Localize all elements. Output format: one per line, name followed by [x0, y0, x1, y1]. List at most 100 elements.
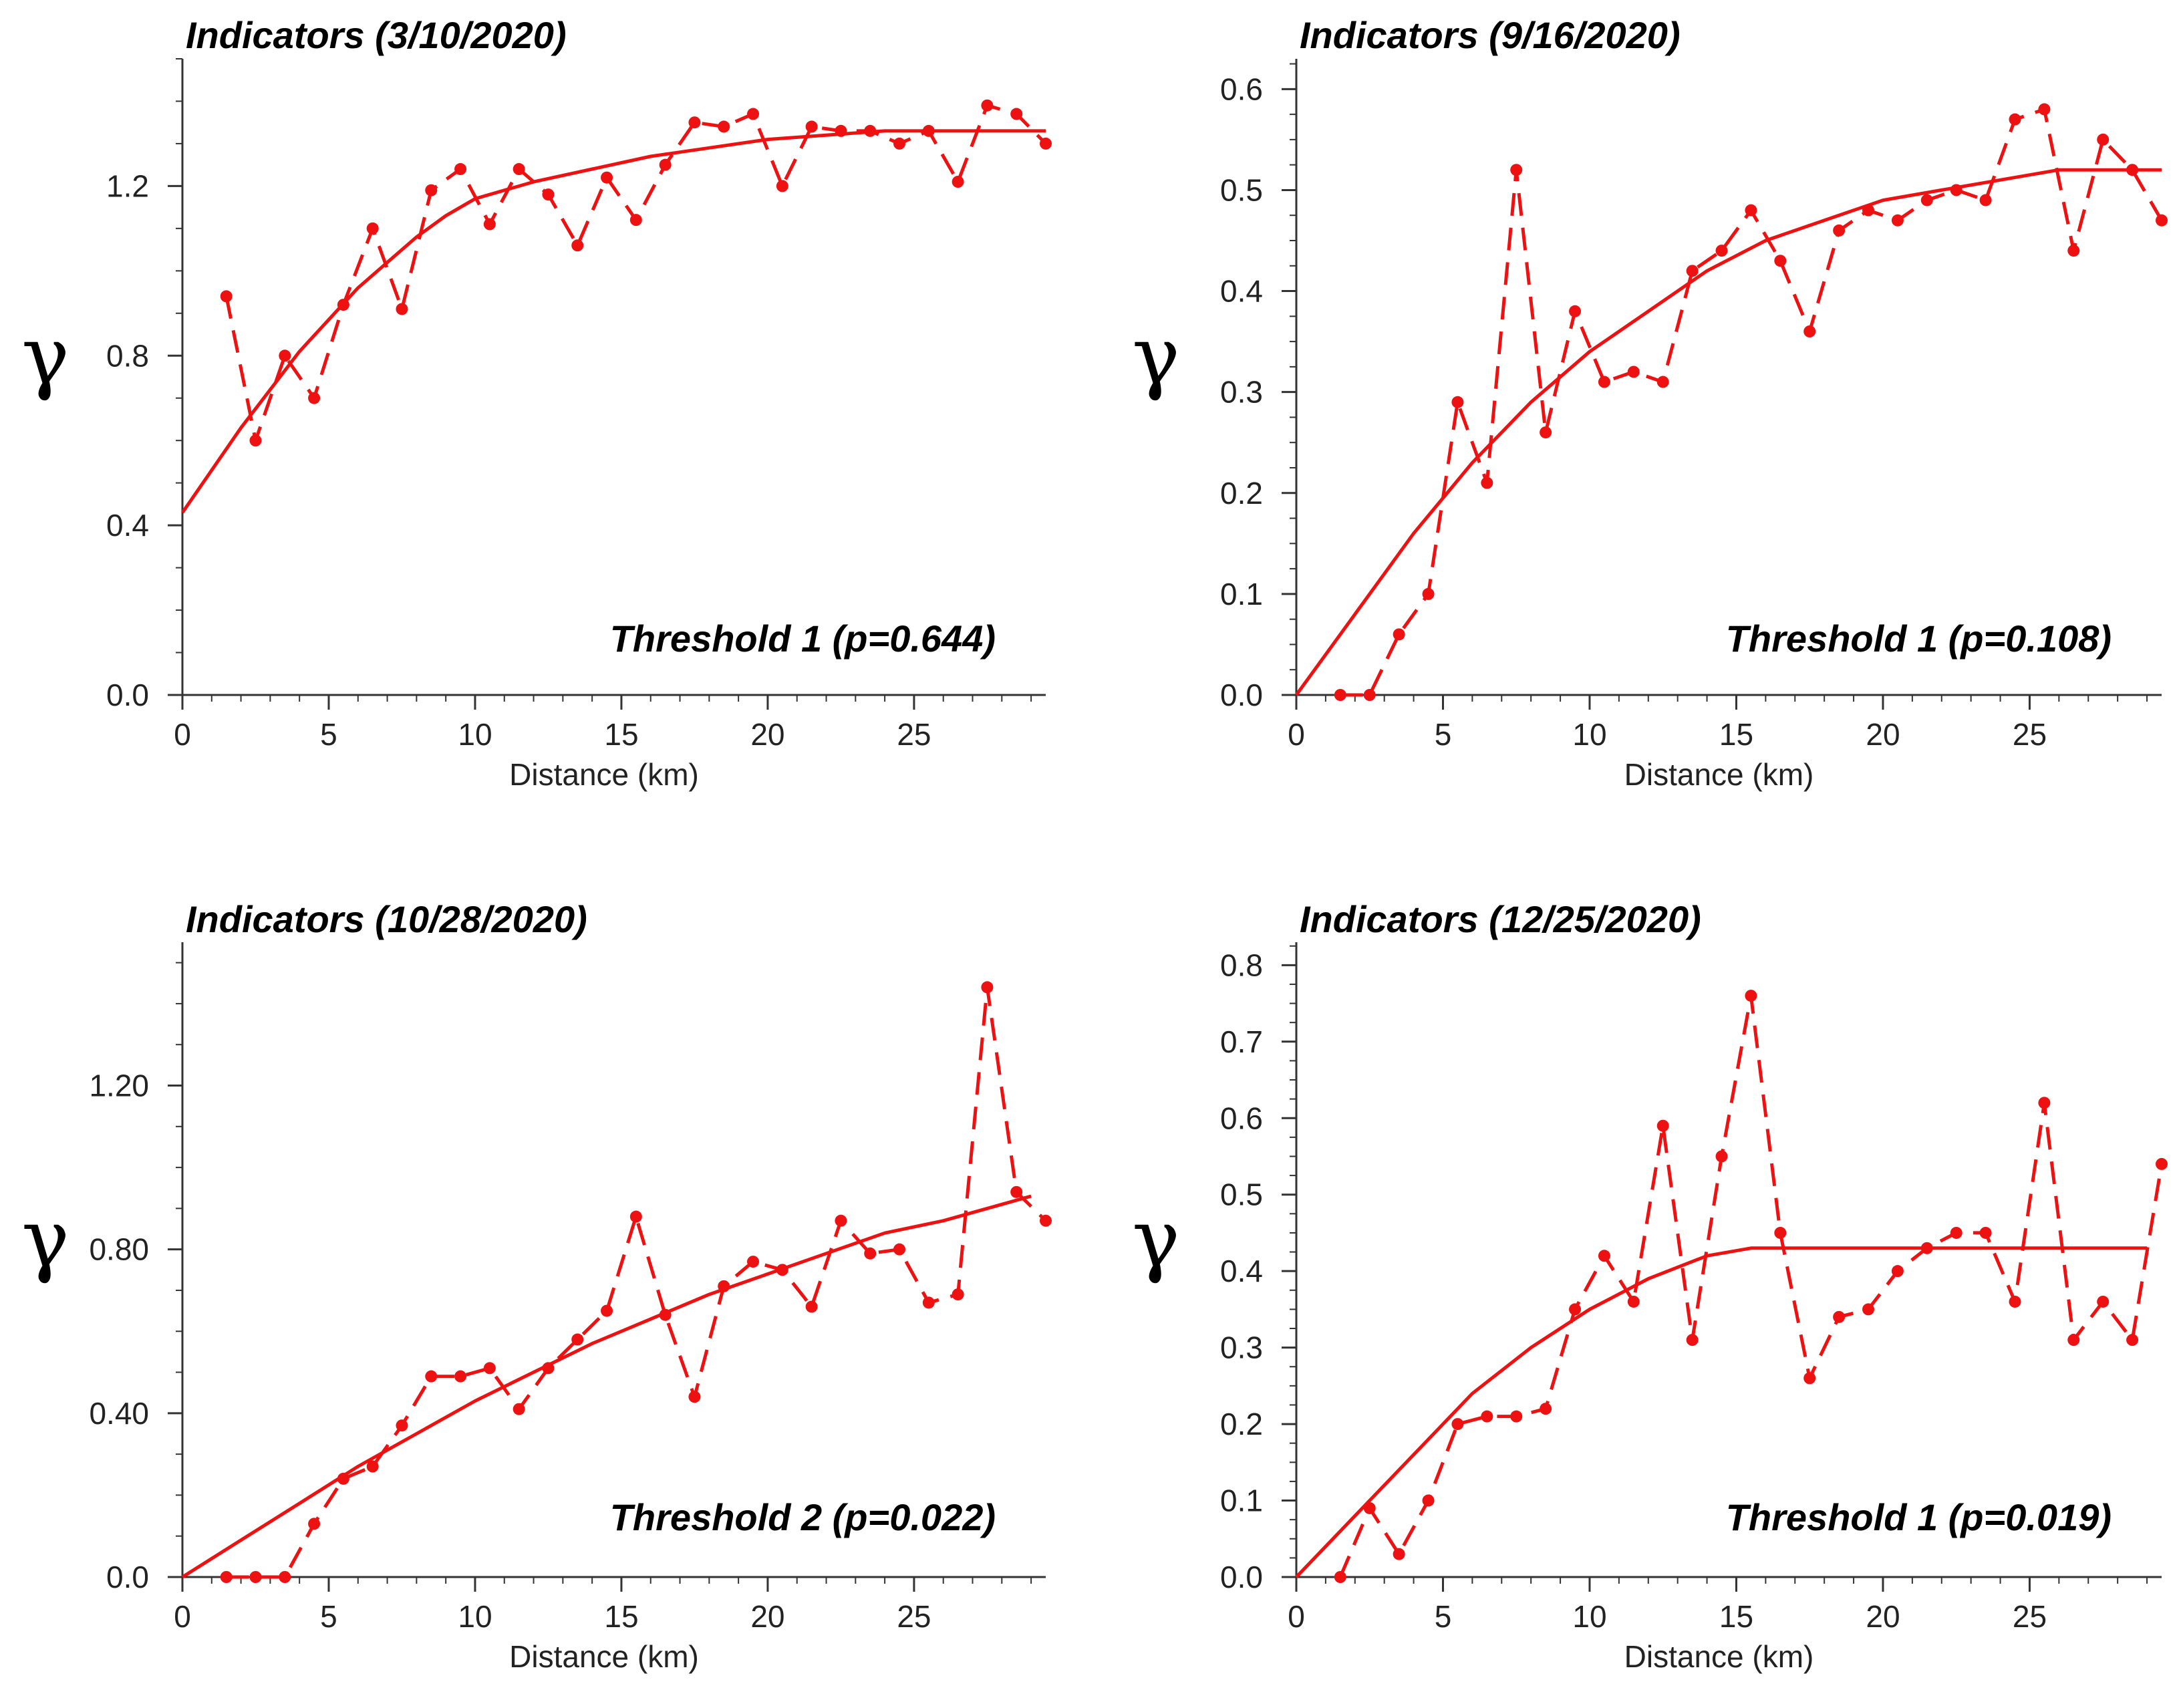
data-point [1540, 426, 1552, 439]
data-point [1451, 396, 1464, 408]
data-point [952, 176, 964, 188]
x-tick-label: 15 [1719, 717, 1753, 752]
data-point [1040, 1214, 1052, 1227]
data-point [1627, 366, 1640, 378]
data-point [366, 222, 379, 235]
y-tick-label: 0.0 [106, 678, 149, 712]
data-point [1774, 1226, 1787, 1239]
data-point [659, 158, 672, 171]
data-point [1422, 587, 1435, 600]
data-point [2038, 103, 2051, 116]
x-tick-label: 20 [1866, 1599, 1900, 1634]
y-tick-label: 0.5 [1220, 1177, 1263, 1212]
data-point [1686, 265, 1699, 277]
data-point [2126, 1334, 2139, 1346]
data-point [1833, 224, 1846, 237]
data-point [776, 180, 788, 192]
data-point [425, 184, 438, 196]
y-tick-label: 0.2 [1220, 1407, 1263, 1441]
y-tick-label: 0.6 [1220, 1101, 1263, 1135]
data-point [1393, 628, 1405, 641]
data-point [1510, 164, 1523, 176]
chart-panel-3: Indicators (10/28/2020) 0.0 0.40 0.80 1.20 0 5… [21, 898, 1052, 1674]
data-point [1715, 245, 1728, 257]
data-point [1627, 1295, 1640, 1308]
data-point [629, 214, 642, 227]
data-point [1010, 1185, 1023, 1198]
data-point [1598, 1250, 1610, 1262]
x-tick-label: 20 [1866, 717, 1900, 752]
data-point [396, 1419, 408, 1432]
x-tick-label: 20 [750, 717, 784, 752]
y-tick-label: 0.8 [1220, 948, 1263, 982]
data-point [1422, 1494, 1435, 1507]
chart-title: Indicators (10/28/2020) [186, 898, 587, 940]
x-tick-label: 5 [320, 1599, 337, 1634]
data-point [688, 1391, 701, 1403]
x-tick-label: 0 [174, 1599, 191, 1634]
x-tick-label: 5 [1435, 1599, 1452, 1634]
data-point [1334, 689, 1346, 701]
y-tick-label: 0.1 [1220, 577, 1263, 611]
data-point [952, 1288, 964, 1301]
data-point [864, 1247, 877, 1260]
y-tick-label: 0.0 [1220, 1560, 1263, 1594]
data-point [542, 188, 555, 201]
data-point [981, 981, 994, 994]
data-point [1979, 1226, 1992, 1239]
data-point [1540, 1403, 1552, 1415]
data-point [1833, 1310, 1846, 1323]
data-point [513, 1403, 525, 1415]
x-tick-label: 15 [1719, 1599, 1753, 1634]
data-point [1481, 476, 1493, 489]
data-point [601, 171, 613, 184]
data-point [454, 163, 467, 176]
data-point [922, 1296, 935, 1309]
data-point [1363, 689, 1376, 701]
x-tick-label: 25 [2013, 1599, 2047, 1634]
chart-panel-4: Indicators (12/25/2020) 0.0 0.1 0.2 0.3 0.4 0.… [1132, 898, 2168, 1674]
chart-title: Indicators (12/25/2020) [1300, 898, 1701, 940]
data-point [1040, 137, 1052, 150]
data-point [1891, 1265, 1904, 1278]
data-point [571, 1333, 584, 1346]
data-point [279, 1571, 291, 1583]
y-tick-label: 0.4 [1220, 1254, 1263, 1288]
y-tick-label: 0.1 [1220, 1483, 1263, 1518]
x-tick-label: 10 [458, 717, 492, 752]
data-point [220, 1571, 233, 1583]
data-point [279, 349, 291, 362]
data-point [1715, 1150, 1728, 1163]
data-point [629, 1210, 642, 1223]
y-tick-label: 0.8 [106, 338, 149, 373]
data-point [2097, 1295, 2110, 1308]
data-point [1656, 376, 1669, 388]
x-tick-label: 0 [174, 717, 191, 752]
y-axis-label: γ [1132, 1193, 1180, 1286]
y-tick-label: 0.40 [89, 1396, 149, 1431]
chart-title: Indicators (9/16/2020) [1300, 14, 1681, 56]
y-axis-label: γ [21, 310, 69, 403]
y-tick-label: 0.7 [1220, 1024, 1263, 1059]
data-point [425, 1370, 438, 1383]
threshold-annotation: Threshold 2 (p=0.022) [610, 1496, 996, 1538]
data-point [571, 239, 584, 252]
data-point [1569, 1303, 1582, 1316]
x-tick-label: 25 [897, 1599, 931, 1634]
data-point [2009, 113, 2021, 126]
x-tick-label: 25 [2013, 717, 2047, 752]
data-point [308, 1518, 321, 1530]
data-point [1891, 214, 1904, 227]
y-tick-label: 0.2 [1220, 476, 1263, 511]
data-point [1598, 376, 1610, 388]
y-tick-label: 0.4 [106, 508, 149, 543]
data-point [396, 303, 408, 315]
x-tick-label: 15 [604, 717, 638, 752]
x-tick-label: 5 [1435, 717, 1452, 752]
data-point [1745, 990, 1757, 1002]
data-point [1774, 255, 1787, 267]
data-point [1950, 1226, 1963, 1239]
data-point [747, 108, 760, 120]
y-tick-label: 1.20 [89, 1069, 149, 1103]
data-point [601, 1304, 613, 1317]
